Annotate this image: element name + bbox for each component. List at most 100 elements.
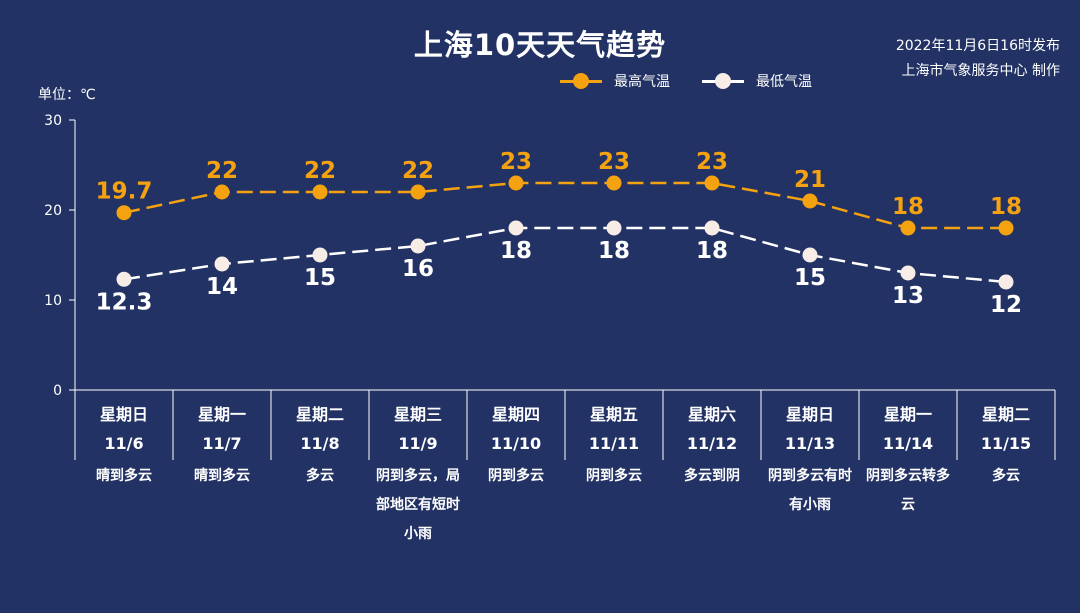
publish-time: 2022年11月6日16时发布 <box>895 38 1060 54</box>
day-column: 星期二 11/8 多云 <box>271 400 369 491</box>
day-column: 星期二 11/15 多云 <box>957 400 1055 491</box>
legend-high-swatch <box>560 72 602 90</box>
weekday-label: 星期日 <box>99 405 148 424</box>
date-label: 11/13 <box>784 434 836 453</box>
day-column: 星期日 11/6 晴到多云 <box>75 400 173 491</box>
y-tick-label: 30 <box>44 113 62 129</box>
date-label: 11/10 <box>490 434 542 453</box>
chart-title: 上海10天天气趋势 <box>413 28 667 62</box>
high-temp-point <box>410 184 426 200</box>
low-temp-label: 15 <box>304 265 336 291</box>
high-temp-label: 23 <box>696 149 728 175</box>
low-temp-label: 12 <box>990 292 1022 318</box>
publisher: 上海市气象服务中心 制作 <box>901 63 1060 79</box>
day-column: 星期四 11/10 阴到多云 <box>467 400 565 491</box>
high-temp-point <box>312 184 328 200</box>
high-temp-point <box>900 220 916 236</box>
legend-item-low[interactable]: 最低气温 <box>702 71 812 91</box>
low-temp-point <box>704 220 720 236</box>
legend: 最高气温 最低气温 <box>560 71 844 91</box>
low-temp-point <box>312 247 328 263</box>
date-label: 11/15 <box>980 434 1032 453</box>
low-temp-label: 16 <box>402 256 434 282</box>
y-tick-label: 10 <box>44 293 62 309</box>
weather-text: 阴到多云有时有小雨 <box>768 468 852 513</box>
weekday-label: 星期一 <box>197 405 246 424</box>
day-column: 星期一 11/14 阴到多云转多云 <box>859 400 957 520</box>
high-temp-label: 18 <box>990 194 1022 220</box>
high-temp-point <box>508 175 524 191</box>
low-temp-label: 15 <box>794 265 826 291</box>
high-temp-line <box>123 181 1006 230</box>
low-temp-point <box>116 271 132 287</box>
high-temp-point <box>998 220 1014 236</box>
day-column: 星期六 11/12 多云到阴 <box>663 400 761 491</box>
low-temp-label: 14 <box>206 274 238 300</box>
weather-text: 多云到阴 <box>684 468 740 484</box>
weekday-label: 星期二 <box>981 405 1030 424</box>
day-column: 星期日 11/13 阴到多云有时有小雨 <box>761 400 859 520</box>
high-temp-point <box>606 175 622 191</box>
weather-text: 晴到多云 <box>96 468 152 484</box>
high-temp-label: 19.7 <box>96 179 153 205</box>
weather-text: 阴到多云，局部地区有短时小雨 <box>376 468 460 542</box>
low-temp-label: 13 <box>892 283 924 309</box>
weather-text: 晴到多云 <box>194 468 250 484</box>
weekday-label: 星期六 <box>687 405 736 424</box>
low-temp-point <box>998 274 1014 290</box>
high-temp-label: 23 <box>598 149 630 175</box>
high-temp-point <box>116 205 132 221</box>
y-tick-label: 0 <box>53 383 62 399</box>
low-temp-point <box>214 256 230 272</box>
date-label: 11/14 <box>882 434 934 453</box>
weather-text: 多云 <box>992 468 1020 484</box>
legend-high-label: 最高气温 <box>614 74 670 90</box>
weekday-label: 星期二 <box>295 405 344 424</box>
weather-text: 阴到多云 <box>488 468 544 484</box>
date-label: 11/12 <box>686 434 738 453</box>
high-temp-label: 18 <box>892 194 924 220</box>
weekday-label: 星期三 <box>393 405 442 424</box>
low-temp-label: 12.3 <box>96 289 153 315</box>
high-temp-point <box>802 193 818 209</box>
weekday-label: 星期五 <box>589 405 638 424</box>
high-temp-label: 21 <box>794 167 826 193</box>
date-label: 11/8 <box>300 434 340 453</box>
publish-info: 2022年11月6日16时发布 上海市气象服务中心 制作 <box>800 34 1060 84</box>
legend-low-label: 最低气温 <box>756 74 812 90</box>
date-label: 11/11 <box>588 434 640 453</box>
low-temp-point <box>900 265 916 281</box>
weather-text: 多云 <box>306 468 334 484</box>
low-temp-point <box>606 220 622 236</box>
high-temp-label: 22 <box>402 158 434 184</box>
low-temp-label: 18 <box>696 238 728 264</box>
day-column: 星期五 11/11 阴到多云 <box>565 400 663 491</box>
legend-low-swatch <box>702 72 744 90</box>
weekday-label: 星期日 <box>785 405 834 424</box>
weather-text: 阴到多云转多云 <box>866 468 950 513</box>
low-temp-line <box>123 226 1007 284</box>
high-temp-label: 22 <box>206 158 238 184</box>
low-temp-point <box>410 238 426 254</box>
low-temp-label: 18 <box>500 238 532 264</box>
day-columns: 星期日 11/6 晴到多云 星期一 11/7 晴到多云 星期二 11/8 多云 … <box>75 400 1055 550</box>
day-column: 星期三 11/9 阴到多云，局部地区有短时小雨 <box>369 400 467 549</box>
y-axis-unit-label: 单位：℃ <box>38 87 96 103</box>
high-temp-point <box>214 184 230 200</box>
weekday-label: 星期一 <box>883 405 932 424</box>
date-label: 11/6 <box>104 434 144 453</box>
date-label: 11/7 <box>202 434 242 453</box>
y-tick-label: 20 <box>44 203 62 219</box>
weather-text: 阴到多云 <box>586 468 642 484</box>
legend-item-high[interactable]: 最高气温 <box>560 71 670 91</box>
low-temp-label: 18 <box>598 238 630 264</box>
high-temp-label: 23 <box>500 149 532 175</box>
day-column: 星期一 11/7 晴到多云 <box>173 400 271 491</box>
date-label: 11/9 <box>398 434 438 453</box>
low-temp-point <box>802 247 818 263</box>
high-temp-point <box>704 175 720 191</box>
high-temp-label: 22 <box>304 158 336 184</box>
weekday-label: 星期四 <box>491 405 540 424</box>
low-temp-point <box>508 220 524 236</box>
